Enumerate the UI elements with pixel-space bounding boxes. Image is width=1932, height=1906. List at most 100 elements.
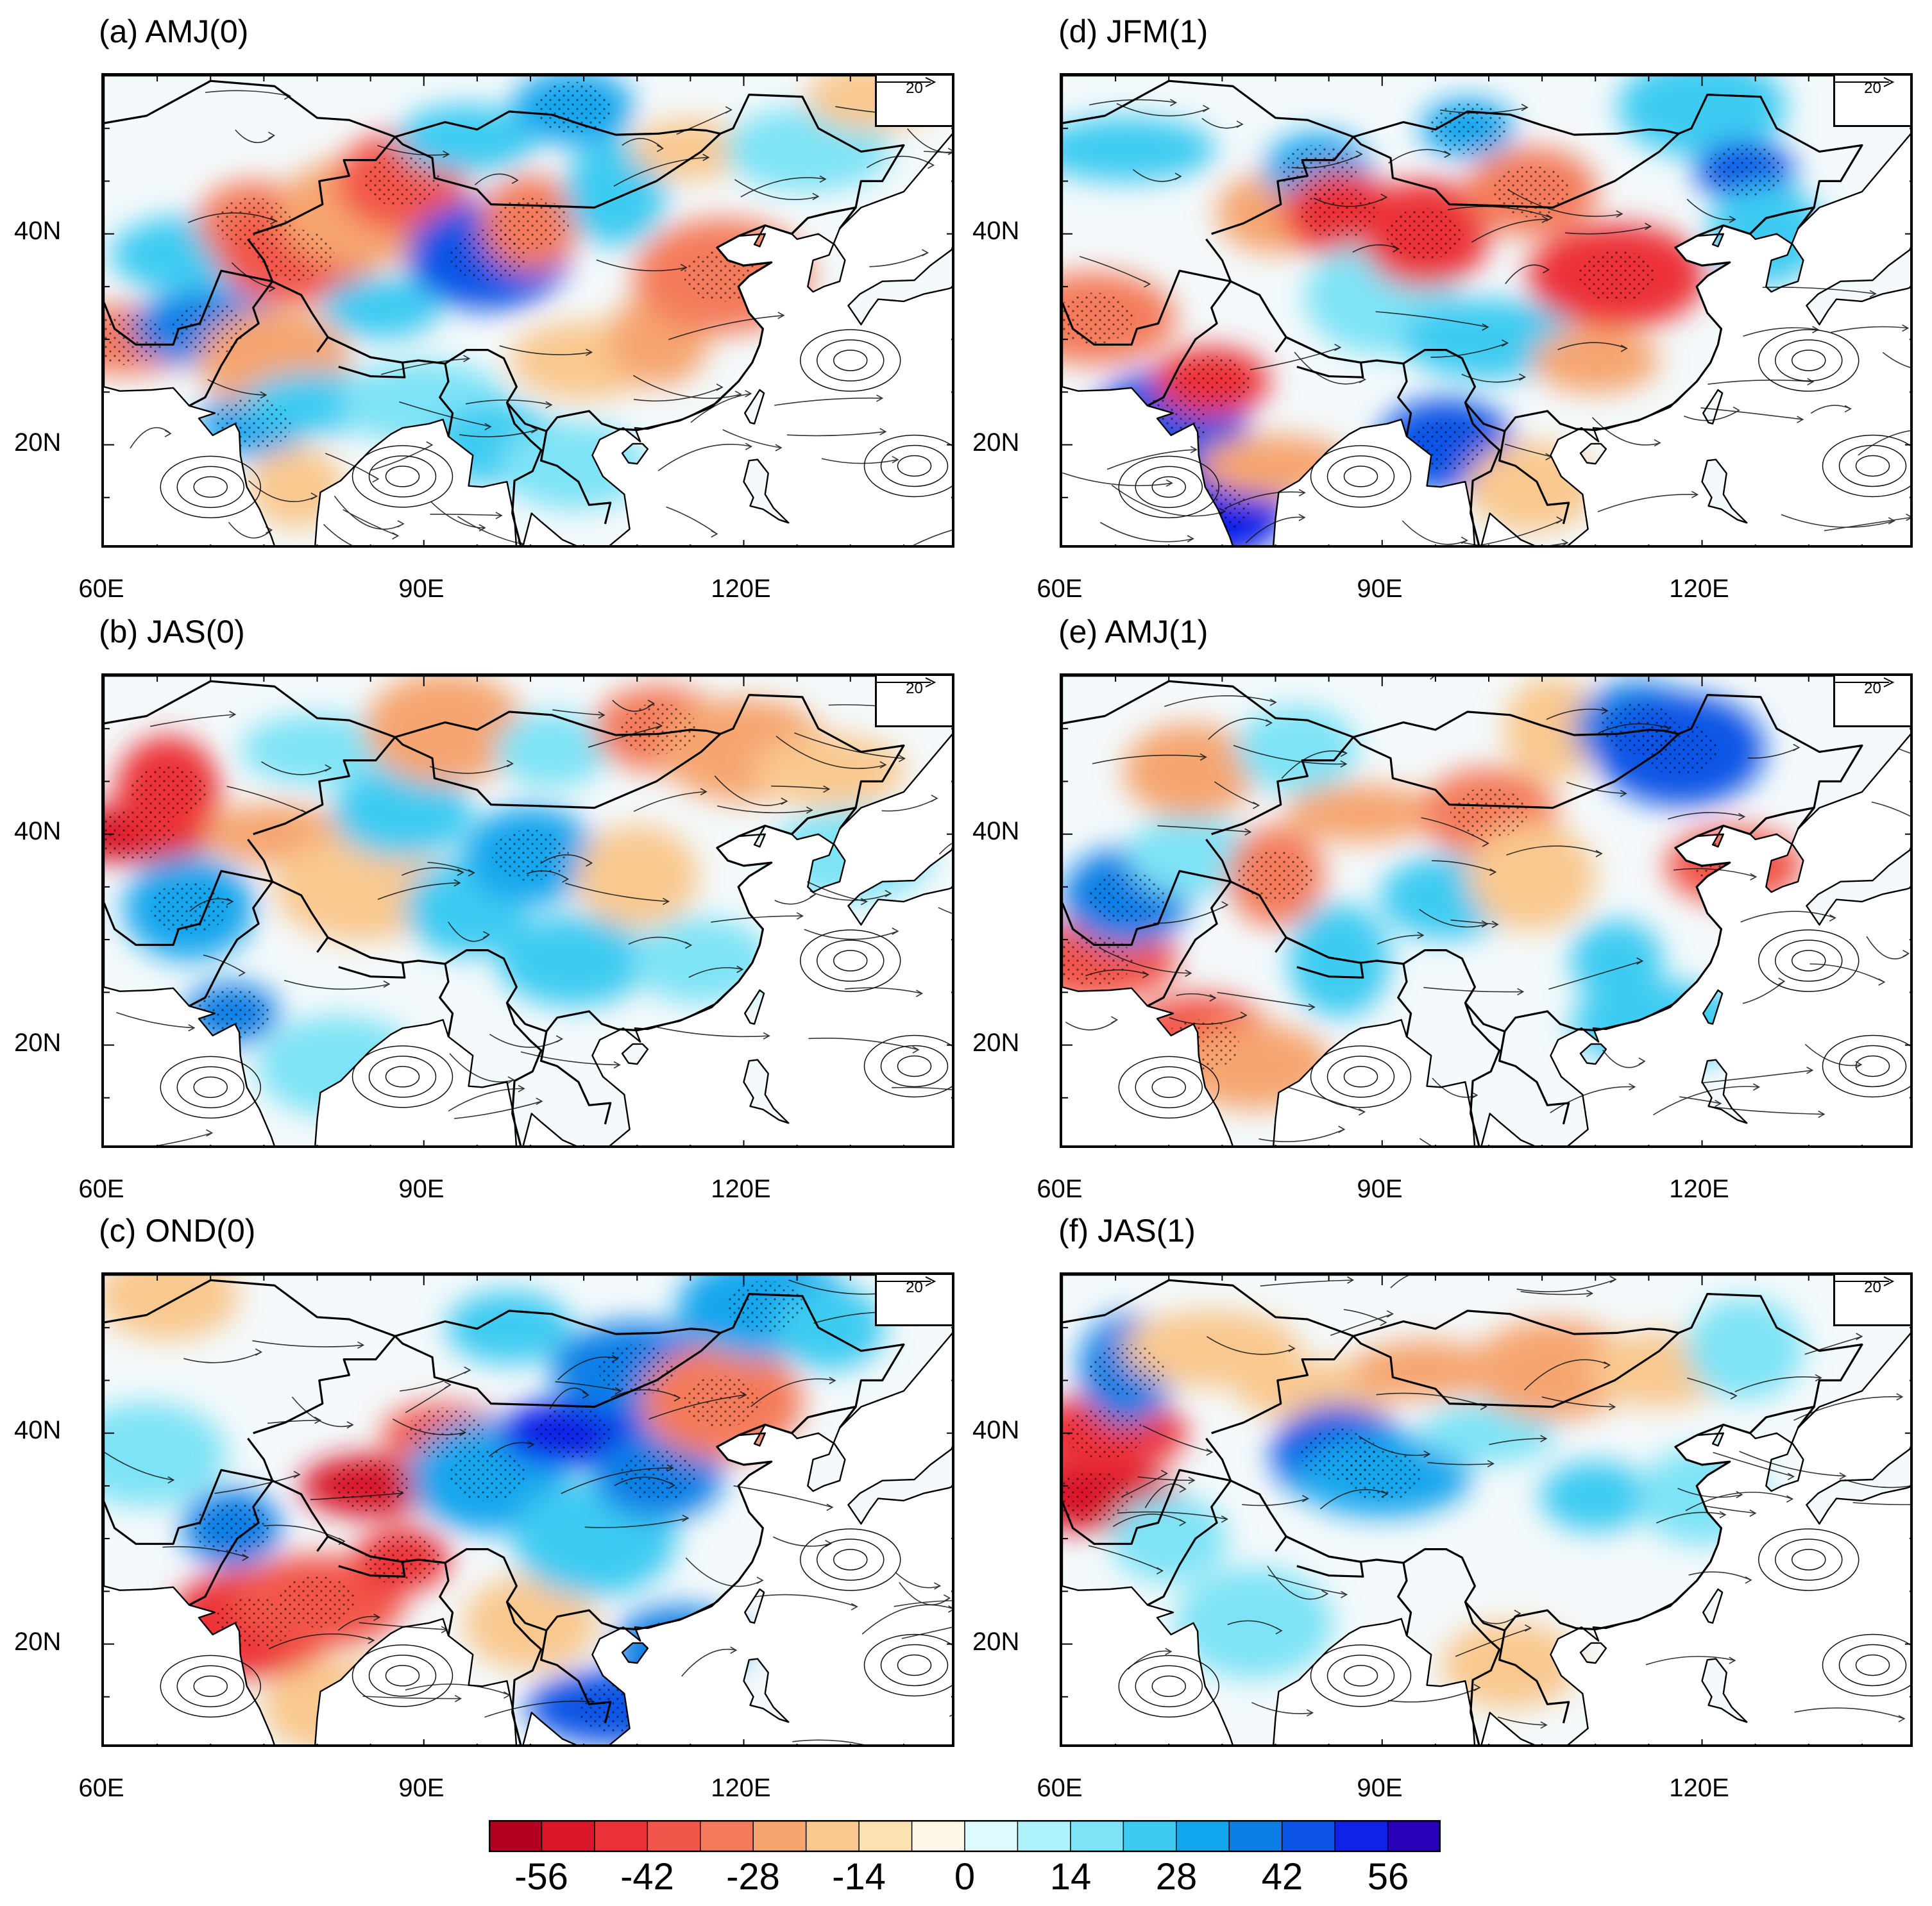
border-line <box>1062 1469 1232 1607</box>
streamline-arrowhead <box>1288 1344 1296 1353</box>
eddy-ring <box>833 1549 868 1571</box>
stipple-area <box>577 1682 654 1733</box>
streamline-arrowhead <box>1556 516 1564 524</box>
streamline-arrowhead <box>1645 223 1652 230</box>
streamline <box>1358 1435 1430 1456</box>
anomaly-region <box>396 105 536 173</box>
eddy-ring <box>1822 1633 1910 1697</box>
stipple-area <box>1301 187 1378 239</box>
eddy-ring <box>897 1654 932 1676</box>
streamline <box>377 882 460 900</box>
streamline-arrowhead <box>1806 1067 1814 1074</box>
streamline-arrowhead <box>1561 539 1569 545</box>
streamline-arrowhead <box>1729 215 1736 223</box>
eddy-ring <box>897 1055 932 1077</box>
stipple-area <box>1173 355 1250 407</box>
streamline-arrowhead <box>518 1084 525 1093</box>
significance-stipple <box>1062 703 1773 1071</box>
streamline <box>1112 1514 1186 1527</box>
streamline-arrowhead <box>392 532 400 540</box>
streamline-arrowhead <box>611 1354 619 1363</box>
colorbar-swatch <box>647 1820 702 1852</box>
streamline <box>552 709 605 716</box>
coastline <box>847 246 952 326</box>
streamline <box>1478 519 1563 545</box>
streamline-arrowhead <box>1609 1276 1617 1283</box>
reference-vector-box: 20 <box>875 76 952 127</box>
streamline <box>1387 1687 1480 1703</box>
streamline <box>323 524 353 545</box>
streamline-arrowhead <box>1308 1003 1316 1011</box>
streamline-arrowhead <box>1540 1721 1548 1729</box>
streamline-arrowhead <box>1338 1126 1346 1133</box>
lon-label-60e: 60E <box>78 1774 124 1802</box>
streamline <box>717 805 813 814</box>
streamline <box>400 1369 471 1392</box>
coastline <box>621 443 649 465</box>
streamline <box>489 1034 563 1048</box>
border-line <box>1397 1562 1412 1636</box>
streamline <box>1085 969 1149 977</box>
border-line <box>505 1002 543 1145</box>
reference-vector-arrow <box>1835 677 1894 687</box>
streamline-arrowhead <box>586 348 593 356</box>
stipple-area <box>1343 1449 1421 1501</box>
streamline <box>1062 472 1173 487</box>
stipple-area <box>492 829 569 881</box>
streamline-arrowhead <box>1540 1435 1548 1442</box>
streamline-arrowhead <box>495 512 503 519</box>
streamline-arrowhead <box>1355 150 1363 158</box>
border-line <box>1498 1630 1570 1724</box>
streamline <box>1668 812 1745 820</box>
eddy-ring <box>880 1644 949 1687</box>
streamline-arrowhead <box>1188 1476 1196 1484</box>
stipple-area <box>172 303 250 355</box>
stipple-area <box>129 766 207 818</box>
streamline-arrowhead <box>711 530 718 538</box>
streamline-arrowhead <box>229 711 237 718</box>
streamline <box>430 501 486 528</box>
border-line <box>539 1031 612 1125</box>
streamline-arrowhead <box>1729 1657 1736 1664</box>
streamline-arrowhead <box>1174 173 1182 180</box>
streamline <box>1260 1279 1353 1286</box>
streamline <box>1088 1545 1163 1572</box>
significance-stipple <box>104 703 697 1040</box>
streamline-arrowhead <box>1888 517 1895 525</box>
streamline-arrowhead <box>1753 1083 1761 1091</box>
streamline-arrowhead <box>1269 698 1277 706</box>
streamline <box>561 1467 674 1494</box>
stipple-area <box>278 1576 356 1628</box>
colorbar-swatch <box>1387 1820 1441 1852</box>
eddy-ring <box>817 1539 885 1581</box>
stipple-area <box>1493 165 1570 217</box>
map-panel-e: 20 <box>1060 673 1913 1148</box>
colorbar-tick-label: 14 <box>1049 1856 1092 1898</box>
streamline-arrowhead <box>1818 1110 1826 1118</box>
streamline-arrowhead <box>1778 977 1786 985</box>
colorbar-swatch <box>541 1820 596 1852</box>
stipple-area <box>620 703 697 755</box>
streamline-arrowhead <box>1715 1099 1722 1108</box>
lon-label-60e: 60E <box>1037 1175 1083 1203</box>
streamline-arrowhead <box>368 1637 375 1644</box>
stipple-area <box>1428 103 1506 155</box>
eddy-ring <box>1822 1034 1910 1098</box>
eddy-ring <box>880 1045 949 1088</box>
streamline-arrowhead <box>1417 931 1425 940</box>
streamline-arrowhead <box>1491 920 1499 929</box>
border-line <box>1062 1279 1354 1337</box>
streamline-arrowhead <box>656 144 664 153</box>
streamline <box>1352 244 1399 253</box>
streamline <box>130 427 171 449</box>
streamline-arrowhead <box>1750 873 1758 881</box>
colorbar-swatch <box>1123 1820 1178 1852</box>
eddy-ring <box>833 950 868 972</box>
streamline <box>685 1557 763 1587</box>
stipple-area <box>684 1376 761 1428</box>
streamline <box>1707 379 1813 385</box>
coastline <box>104 76 952 545</box>
streamline-arrowhead <box>745 390 752 398</box>
streamline-arrowhead <box>796 912 804 920</box>
